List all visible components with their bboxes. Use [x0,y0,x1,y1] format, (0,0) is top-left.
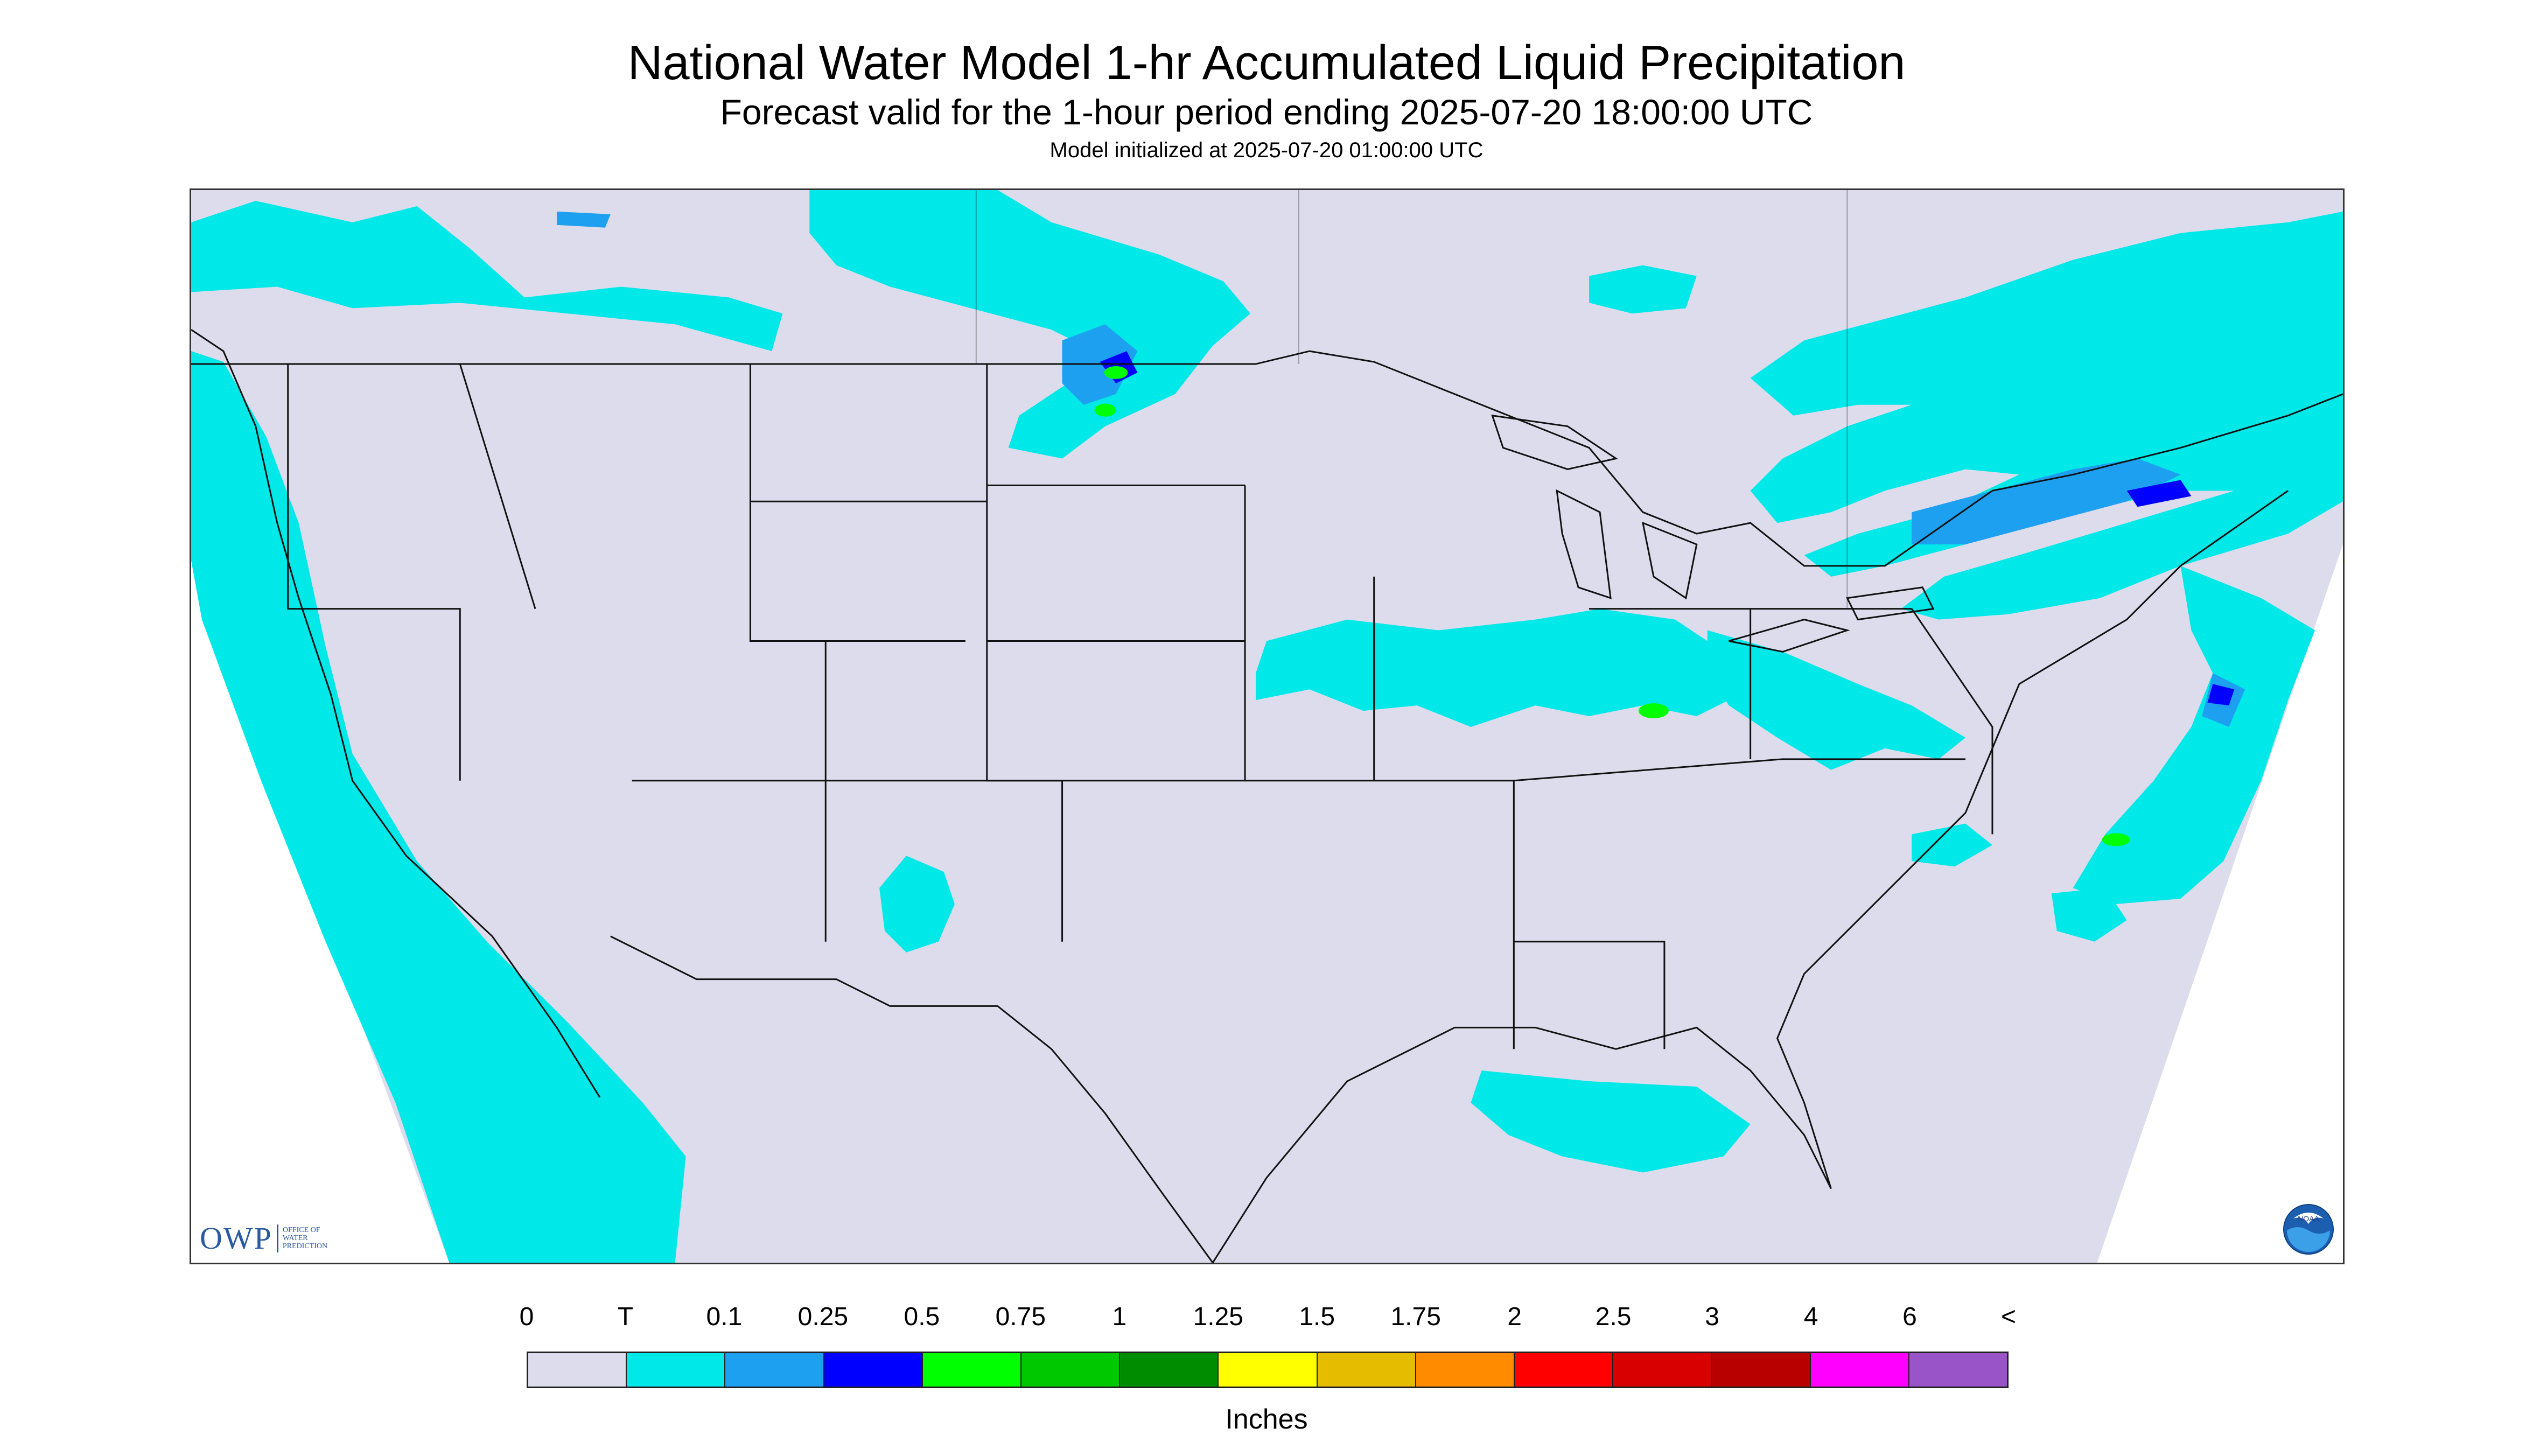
legend-label-6: 1 [1112,1303,1127,1331]
legend-label-15: < [2000,1303,2017,1331]
legend-swatch-12 [1712,1353,1811,1387]
owp-sub-line-3: PREDICTION [282,1242,328,1250]
precip-0-5 [1094,366,2130,846]
owp-sub-line-2: WATER [282,1234,308,1242]
legend-label-8: 1.5 [1299,1303,1335,1331]
legend-swatch-6 [1120,1353,1219,1387]
legend-swatch-8 [1317,1353,1416,1387]
precipitation-map: OWP OFFICE OF WATER PREDICTION NOAA [190,188,2345,1264]
legend-swatch-10 [1515,1353,1614,1387]
legend-label-10: 2 [1507,1303,1522,1331]
owp-logo-divider [276,1224,278,1252]
great-lakes [1491,414,1935,653]
legend-units: Inches [1225,1404,1308,1435]
legend-swatch-7 [1219,1353,1318,1387]
legend-swatch-14 [1909,1353,2007,1387]
legend-label-0: 0 [519,1303,534,1331]
legend-label-7: 1.25 [1193,1303,1243,1331]
legend-label-9: 1.75 [1390,1303,1441,1331]
boundaries [191,328,2343,1263]
precipitation-map-svg [191,190,2343,1263]
legend-label-4: 0.5 [904,1303,940,1331]
legend-swatch-11 [1613,1353,1712,1387]
map-subtitle: Forecast valid for the 1-hour period end… [720,92,1813,132]
legend-label-11: 2.5 [1595,1303,1632,1331]
legend-label-13: 4 [1803,1303,1818,1331]
legend-swatch-2 [725,1353,824,1387]
map-title: National Water Model 1-hr Accumulated Li… [627,36,1906,90]
legend-label-2: 0.1 [706,1303,743,1331]
noaa-logo-text: NOAA [2298,1214,2319,1223]
legend-swatch-13 [1810,1353,1909,1387]
legend-swatch-4 [922,1353,1022,1387]
legend-label-3: 0.25 [797,1303,849,1331]
model-init-line: Model initialized at 2025-07-20 01:00:00… [1049,138,1484,162]
legend-label-5: 0.75 [995,1303,1046,1331]
owp-logo-text: OWP [200,1221,272,1256]
owp-sub-line-1: OFFICE OF [282,1226,320,1234]
grid-lines [975,190,1848,609]
legend-labels: 0 T 0.1 0.25 0.5 0.75 1 1.25 1.5 1.75 2 2.5 3 4 6 < [0,1302,2533,1334]
legend-swatch-3 [824,1353,923,1387]
legend-label-1: T [617,1303,634,1331]
legend-swatch-5 [1021,1353,1121,1387]
legend-label-14: 6 [1902,1303,1917,1331]
legend-swatch-0 [528,1353,627,1387]
noaa-logo: NOAA [2283,1204,2334,1255]
owp-logo: OWP OFFICE OF WATER PREDICTION [200,1220,327,1256]
legend-swatch-1 [627,1353,726,1387]
legend-label-12: 3 [1705,1303,1719,1331]
precip-legend [527,1352,2009,1388]
owp-logo-subtitle: OFFICE OF WATER PREDICTION [283,1226,327,1250]
legend-swatch-9 [1416,1353,1515,1387]
